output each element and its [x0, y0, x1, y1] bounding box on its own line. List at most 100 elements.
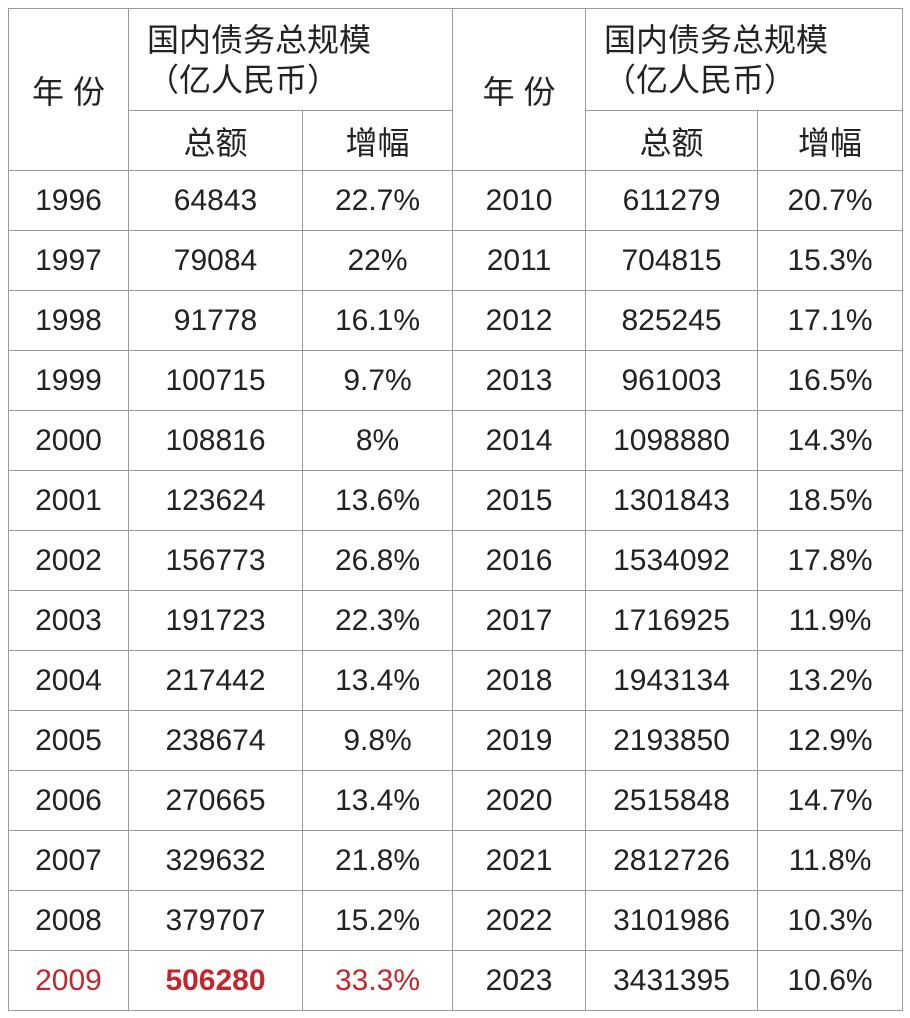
table-row: 1996 64843 22.7% 2010 611279 20.7%	[8, 170, 904, 231]
total-cell: 825245	[585, 290, 759, 351]
growth-cell: 9.7%	[301, 350, 454, 411]
table-row: 2000 108816 8% 2014 1098880 14.3%	[8, 410, 904, 471]
year-cell: 1996	[8, 170, 129, 231]
year-cell: 2001	[8, 470, 129, 531]
table-row: 2008 379707 15.2% 2022 3101986 10.3%	[8, 890, 904, 951]
year-cell: 2020	[452, 770, 587, 831]
total-cell: 64843	[128, 170, 303, 231]
group-line: （亿人民币）	[147, 61, 340, 98]
growth-cell: 9.8%	[301, 710, 454, 771]
growth-cell: 16.5%	[757, 350, 904, 411]
total-cell: 379707	[128, 890, 303, 951]
table-row: 2009 506280 33.3% 2023 3431395 10.6%	[8, 950, 904, 1011]
growth-cell: 8%	[301, 410, 454, 471]
year-cell: 2005	[8, 710, 129, 771]
growth-cell: 18.5%	[757, 470, 904, 531]
growth-cell: 11.8%	[757, 830, 904, 891]
group-line: 国内债务总规模	[147, 21, 372, 58]
year-cell: 2014	[452, 410, 587, 471]
year-cell: 2002	[8, 530, 129, 591]
year-header: 年 份	[452, 8, 587, 171]
table-row: 2003 191723 22.3% 2017 1716925 11.9%	[8, 590, 904, 651]
year-cell: 2017	[452, 590, 587, 651]
total-cell: 329632	[128, 830, 303, 891]
year-cell: 2008	[8, 890, 129, 951]
growth-cell: 17.8%	[757, 530, 904, 591]
growth-cell: 21.8%	[301, 830, 454, 891]
debt-table: 年 份 国内债务总规模 （亿人民币） 年 份 国内债务总规模 （亿人民币） 总额…	[8, 8, 904, 1011]
total-cell: 123624	[128, 470, 303, 531]
year-cell: 2015	[452, 470, 587, 531]
total-cell: 1716925	[585, 590, 759, 651]
growth-cell: 22%	[301, 230, 454, 291]
total-cell: 100715	[128, 350, 303, 411]
total-cell: 1943134	[585, 650, 759, 711]
growth-cell: 15.3%	[757, 230, 904, 291]
total-cell: 3101986	[585, 890, 759, 951]
total-cell: 611279	[585, 170, 759, 231]
table-row: 1997 79084 22% 2011 704815 15.3%	[8, 230, 904, 291]
year-cell: 2019	[452, 710, 587, 771]
year-cell: 2000	[8, 410, 129, 471]
total-cell: 3431395	[585, 950, 759, 1011]
total-cell: 156773	[128, 530, 303, 591]
year-cell: 2013	[452, 350, 587, 411]
growth-cell: 13.6%	[301, 470, 454, 531]
total-cell: 108816	[128, 410, 303, 471]
table-row: 1999 100715 9.7% 2013 961003 16.5%	[8, 350, 904, 411]
total-cell: 270665	[128, 770, 303, 831]
growth-cell: 10.6%	[757, 950, 904, 1011]
growth-cell: 10.3%	[757, 890, 904, 951]
total-cell: 217442	[128, 650, 303, 711]
growth-cell: 12.9%	[757, 710, 904, 771]
total-cell: 238674	[128, 710, 303, 771]
growth-cell: 16.1%	[301, 290, 454, 351]
total-cell: 1098880	[585, 410, 759, 471]
total-cell: 2812726	[585, 830, 759, 891]
total-cell: 1534092	[585, 530, 759, 591]
growth-cell: 11.9%	[757, 590, 904, 651]
year-cell: 1999	[8, 350, 129, 411]
total-cell: 1301843	[585, 470, 759, 531]
year-cell: 2007	[8, 830, 129, 891]
growth-cell: 22.3%	[301, 590, 454, 651]
table-row: 2001 123624 13.6% 2015 1301843 18.5%	[8, 470, 904, 531]
growth-cell: 14.3%	[757, 410, 904, 471]
total-header: 总额	[128, 110, 303, 171]
table-row: 1998 91778 16.1% 2012 825245 17.1%	[8, 290, 904, 351]
table-row: 2007 329632 21.8% 2021 2812726 11.8%	[8, 830, 904, 891]
table-row: 2002 156773 26.8% 2016 1534092 17.8%	[8, 530, 904, 591]
year-cell: 2009	[8, 950, 129, 1011]
total-cell: 79084	[128, 230, 303, 291]
year-header: 年 份	[8, 8, 129, 171]
growth-header: 增幅	[757, 110, 904, 171]
table-row: 2006 270665 13.4% 2020 2515848 14.7%	[8, 770, 904, 831]
year-cell: 2012	[452, 290, 587, 351]
growth-cell: 33.3%	[301, 950, 454, 1011]
growth-cell: 14.7%	[757, 770, 904, 831]
year-cell: 2021	[452, 830, 587, 891]
growth-cell: 13.2%	[757, 650, 904, 711]
group-header: 国内债务总规模 （亿人民币）	[127, 8, 454, 111]
total-cell: 2515848	[585, 770, 759, 831]
growth-cell: 13.4%	[301, 650, 454, 711]
growth-header: 增幅	[301, 110, 454, 171]
total-header: 总额	[585, 110, 759, 171]
total-cell: 191723	[128, 590, 303, 651]
group-line: （亿人民币）	[604, 61, 797, 98]
growth-cell: 26.8%	[301, 530, 454, 591]
total-cell: 961003	[585, 350, 759, 411]
year-cell: 2010	[452, 170, 587, 231]
total-cell: 704815	[585, 230, 759, 291]
year-cell: 1998	[8, 290, 129, 351]
growth-cell: 20.7%	[757, 170, 904, 231]
group-line: 国内债务总规模	[604, 21, 829, 58]
total-cell: 2193850	[585, 710, 759, 771]
year-cell: 2003	[8, 590, 129, 651]
growth-cell: 22.7%	[301, 170, 454, 231]
table-body: 1996 64843 22.7% 2010 611279 20.7% 1997 79084 22…	[8, 170, 904, 1011]
year-cell: 2004	[8, 650, 129, 711]
year-cell: 2016	[452, 530, 587, 591]
total-cell: 91778	[128, 290, 303, 351]
